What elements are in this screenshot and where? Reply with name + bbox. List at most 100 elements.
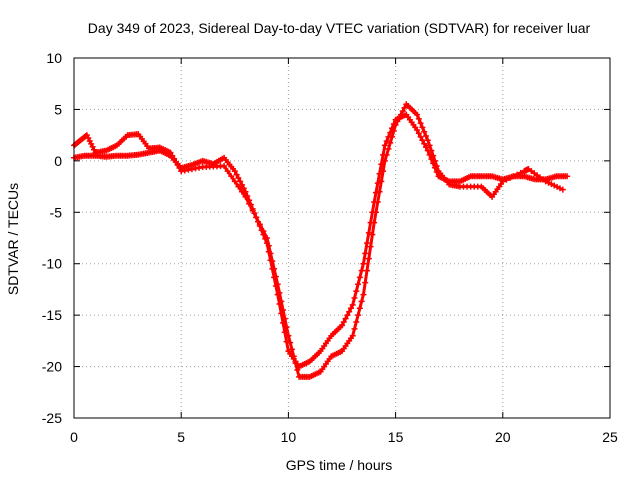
- data-point: [235, 183, 242, 190]
- y-tick-label: -5: [50, 204, 63, 220]
- x-tick-label: 0: [70, 429, 78, 445]
- data-point: [292, 360, 299, 367]
- series-1: [71, 101, 566, 380]
- series-0: [71, 111, 571, 370]
- data-point: [506, 175, 513, 181]
- data-point: [353, 319, 360, 325]
- data-point: [414, 111, 421, 118]
- data-point: [415, 115, 422, 122]
- data-point: [224, 168, 231, 175]
- x-tick-label: 25: [602, 429, 618, 445]
- data-point: [365, 229, 372, 236]
- data-point: [294, 367, 301, 373]
- data-point: [174, 161, 181, 168]
- chart-title: Day 349 of 2023, Sidereal Day-to-day VTE…: [88, 20, 591, 36]
- plot-frame: [73, 57, 611, 419]
- data-point: [356, 305, 363, 312]
- data-point: [238, 181, 245, 188]
- x-tick-label: 20: [495, 429, 511, 445]
- data-point: [376, 188, 383, 195]
- data-point: [353, 288, 360, 295]
- data-point: [349, 332, 356, 339]
- y-tick-label: -25: [42, 410, 62, 426]
- data-point: [364, 267, 371, 274]
- data-point: [276, 289, 283, 296]
- data-point: [374, 199, 381, 205]
- data-point: [281, 315, 288, 322]
- data-point: [396, 115, 403, 121]
- data-point: [346, 308, 353, 315]
- data-point: [385, 145, 392, 152]
- data-point: [349, 301, 356, 308]
- data-point: [256, 221, 263, 228]
- data-point: [365, 255, 372, 262]
- data-point: [240, 185, 247, 192]
- data-point: [355, 312, 362, 319]
- data-point: [433, 163, 440, 169]
- data-point: [278, 298, 285, 305]
- data-point: [347, 305, 354, 312]
- data-point: [419, 137, 426, 144]
- data-point: [417, 120, 424, 127]
- data-point: [397, 111, 404, 118]
- x-tick-label: 5: [177, 429, 185, 445]
- y-tick-label: -15: [42, 307, 62, 323]
- data-point: [414, 127, 421, 133]
- data-point: [238, 188, 245, 195]
- data-point: [351, 295, 358, 301]
- data-point: [274, 281, 281, 288]
- y-tick-label: -10: [42, 256, 62, 272]
- data-point: [167, 149, 174, 156]
- data-point: [233, 171, 240, 178]
- data-point: [285, 332, 292, 339]
- data-point: [231, 178, 238, 185]
- data-point: [381, 157, 388, 164]
- data-point: [171, 155, 178, 162]
- data-point: [290, 353, 297, 360]
- data-point: [362, 279, 369, 286]
- data-point: [421, 128, 428, 135]
- data-point: [267, 250, 274, 257]
- y-axis-ticks: -25 -20 -15 -10 -5 0 5 10: [42, 50, 610, 426]
- data-point: [269, 258, 276, 265]
- data-point: [415, 130, 422, 137]
- data-point: [339, 322, 345, 329]
- data-point: [517, 169, 524, 176]
- data-point: [260, 228, 267, 235]
- data-point: [242, 193, 249, 200]
- data-point: [342, 315, 349, 322]
- x-axis-label: GPS time / hours: [286, 457, 393, 473]
- y-tick-label: 0: [54, 153, 62, 169]
- data-point: [372, 209, 379, 216]
- data-point: [380, 168, 387, 175]
- data-point: [344, 312, 351, 319]
- data-point: [340, 319, 347, 325]
- data-point: [401, 104, 408, 111]
- data-point: [389, 133, 396, 140]
- data-point: [431, 157, 438, 164]
- data-point: [394, 118, 401, 125]
- data-point: [356, 274, 363, 281]
- data-point: [271, 265, 278, 272]
- data-point: [430, 152, 437, 159]
- data-point: [426, 142, 433, 149]
- data-point: [399, 108, 406, 115]
- data-point: [417, 133, 424, 140]
- data-point: [381, 142, 388, 149]
- data-point: [371, 219, 378, 226]
- data-point: [424, 137, 431, 144]
- data-point: [360, 291, 367, 298]
- data-point: [351, 325, 358, 332]
- data-point: [383, 151, 390, 158]
- data-point: [419, 124, 426, 131]
- data-series-layer: [71, 101, 571, 380]
- data-point: [176, 165, 183, 172]
- data-point: [564, 173, 571, 180]
- data-point: [358, 298, 365, 305]
- data-point: [362, 250, 369, 257]
- data-point: [235, 175, 242, 181]
- data-point: [228, 173, 235, 180]
- x-axis-ticks: 0 5 10 15 20 25: [70, 58, 618, 445]
- data-point: [422, 133, 429, 139]
- data-point: [287, 339, 294, 346]
